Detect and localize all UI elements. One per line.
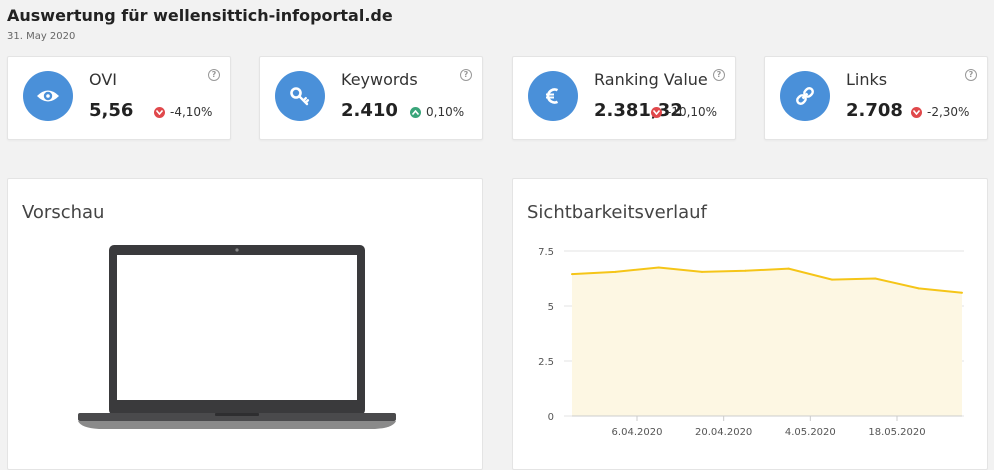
data-point <box>571 273 573 276</box>
preview-panel: Vorschau <box>7 178 483 470</box>
preview-title: Vorschau <box>22 202 105 223</box>
kpi-value: 5,56 <box>89 100 134 121</box>
kpi-label: OVI <box>89 70 117 89</box>
visibility-chart: 0 2.5 5 7.5 6.04.2020 20.04.2020 4.05.2020 18.0… <box>538 247 964 438</box>
kpi-delta-value: -4,10% <box>170 105 213 119</box>
kpi-label: Ranking Value <box>594 70 708 89</box>
data-point <box>701 270 703 273</box>
euro-icon <box>528 71 578 121</box>
visibility-panel: Sichtbarkeitsverlauf 0 2.5 5 7.5 6.04.2020 20… <box>512 178 988 470</box>
kpi-card-ovi: OVI 5,56 -4,10% ? <box>7 56 231 140</box>
help-icon[interactable]: ? <box>965 69 977 81</box>
laptop-trackpad-notch <box>215 413 259 416</box>
kpi-label: Keywords <box>341 70 418 89</box>
x-tick-label: 6.04.2020 <box>612 427 663 438</box>
laptop-screen <box>117 255 357 400</box>
page-title: Auswertung für wellensittich-infoportal.… <box>7 6 393 25</box>
data-point <box>917 287 920 290</box>
kpi-value: 2.410 <box>341 100 398 121</box>
data-point <box>961 291 963 294</box>
kpi-card-keywords: Keywords 2.410 0,10% ? <box>259 56 483 140</box>
help-icon[interactable]: ? <box>208 69 220 81</box>
x-tick-label: 4.05.2020 <box>785 427 836 438</box>
kpi-delta: 0,10% <box>410 105 464 119</box>
kpi-card-links: Links 2.708 -2,30% ? <box>764 56 988 140</box>
data-point <box>831 278 833 281</box>
arrow-down-icon <box>651 106 662 118</box>
y-tick-label: 0 <box>548 412 554 423</box>
y-tick-label: 7.5 <box>538 247 554 258</box>
visibility-title: Sichtbarkeitsverlauf <box>527 202 707 223</box>
data-point <box>657 266 660 269</box>
x-tick-label: 20.04.2020 <box>695 427 752 438</box>
arrow-up-icon <box>410 106 421 118</box>
y-tick-label: 2.5 <box>538 357 554 368</box>
help-icon[interactable]: ? <box>713 69 725 81</box>
arrow-down-icon <box>911 106 922 118</box>
arrow-down-icon <box>154 106 165 118</box>
help-icon[interactable]: ? <box>460 69 472 81</box>
kpi-card-ranking-value: Ranking Value 2.381,32 -10,10% ? <box>512 56 736 140</box>
laptop-base-shadow <box>78 421 396 429</box>
link-icon <box>780 71 830 121</box>
laptop-base <box>78 413 396 421</box>
data-point <box>787 267 790 270</box>
kpi-delta: -10,10% <box>651 105 717 119</box>
x-tick-label: 18.05.2020 <box>868 427 925 438</box>
kpi-delta: -4,10% <box>154 105 212 119</box>
data-point <box>614 270 617 273</box>
key-icon <box>275 71 325 121</box>
y-tick-label: 5 <box>548 302 554 313</box>
kpi-value: 2.708 <box>846 100 903 121</box>
kpi-delta-value: -10,10% <box>667 105 718 119</box>
series-line <box>571 266 963 294</box>
kpi-delta-value: 0,10% <box>426 105 465 119</box>
series-area <box>572 267 962 416</box>
data-point <box>874 277 877 280</box>
kpi-delta: -2,30% <box>911 105 969 119</box>
page-date: 31. May 2020 <box>7 31 76 42</box>
kpi-label: Links <box>846 70 888 89</box>
laptop-preview <box>78 245 396 429</box>
data-point <box>744 269 747 272</box>
kpi-delta-value: -2,30% <box>927 105 970 119</box>
eye-icon <box>23 71 73 121</box>
laptop-camera-icon <box>235 248 239 252</box>
